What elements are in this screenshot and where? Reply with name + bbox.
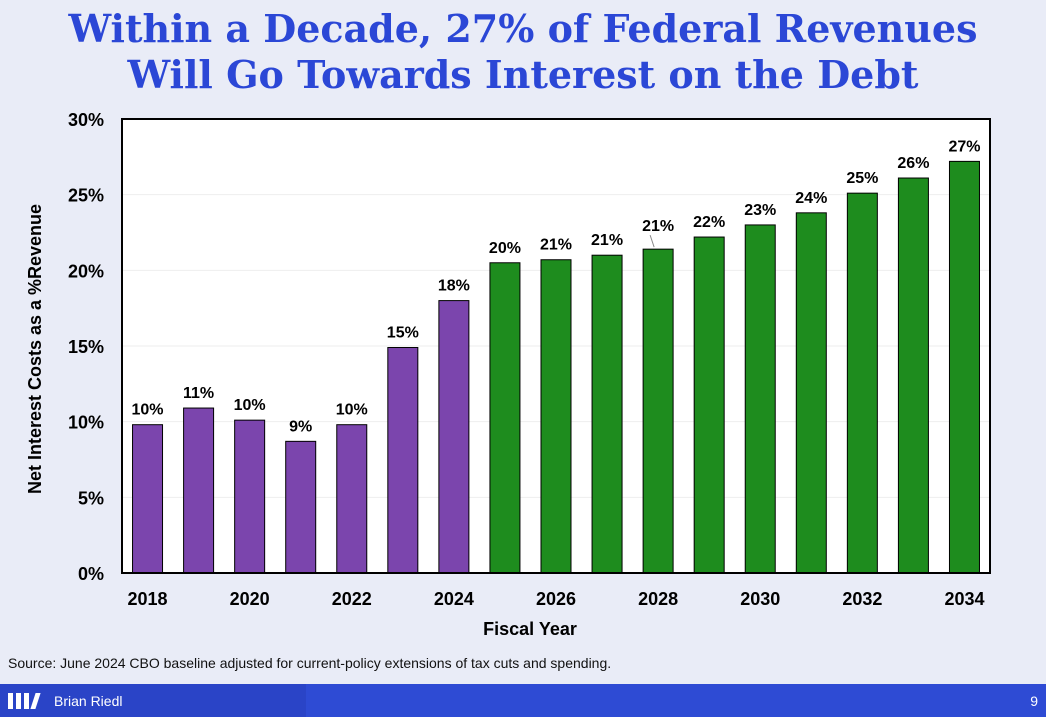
x-tick-label: 2034 <box>944 589 984 609</box>
bar <box>948 160 980 574</box>
data-label: 25% <box>846 170 878 187</box>
data-label: 10% <box>132 402 164 419</box>
bar <box>795 212 827 574</box>
source-note: Source: June 2024 CBO baseline adjusted … <box>8 655 612 671</box>
y-axis-title: Net Interest Costs as a %Revenue <box>25 204 45 494</box>
bar <box>336 424 368 574</box>
bar <box>489 262 521 574</box>
x-tick-label: 2018 <box>128 589 168 609</box>
x-tick-label: 2022 <box>332 589 372 609</box>
bar <box>744 224 776 574</box>
y-tick-label: 15% <box>68 337 104 357</box>
y-tick-label: 10% <box>68 413 104 433</box>
bar <box>642 248 674 574</box>
footer-right-panel <box>306 684 1046 717</box>
y-tick-label: 0% <box>78 564 104 584</box>
footer-bar: Brian Riedl 9 <box>0 684 1046 717</box>
data-label: 18% <box>438 278 470 295</box>
bar <box>438 300 470 574</box>
bar <box>540 259 572 574</box>
chart-title: Within a Decade, 27% of Federal Revenues… <box>0 6 1046 98</box>
bar <box>285 440 317 574</box>
data-label: 27% <box>948 138 980 155</box>
data-label: 22% <box>693 214 725 231</box>
x-axis-title: Fiscal Year <box>483 619 577 639</box>
y-tick-label: 30% <box>68 110 104 130</box>
y-tick-label: 20% <box>68 261 104 281</box>
data-label: 10% <box>336 402 368 419</box>
page-number: 9 <box>1030 693 1038 709</box>
data-label: 21% <box>540 237 572 254</box>
bar <box>387 347 419 574</box>
x-tick-label: 2030 <box>740 589 780 609</box>
data-label: 9% <box>289 418 312 435</box>
bar <box>591 254 623 574</box>
y-tick-label: 25% <box>68 186 104 206</box>
y-tick-label: 5% <box>78 488 104 508</box>
bar <box>132 424 164 574</box>
data-label-leader <box>649 234 655 248</box>
bar <box>183 407 215 574</box>
data-label: 20% <box>489 240 521 257</box>
bar <box>846 192 878 574</box>
author-name: Brian Riedl <box>54 693 123 709</box>
data-label: 15% <box>387 325 419 342</box>
logo-icon <box>8 693 48 709</box>
data-label: 21% <box>642 218 674 235</box>
data-label: 21% <box>591 232 623 249</box>
data-label: 23% <box>744 202 776 219</box>
x-tick-label: 2026 <box>536 589 576 609</box>
x-tick-label: 2028 <box>638 589 678 609</box>
x-tick-label: 2020 <box>230 589 270 609</box>
title-line-1: Within a Decade, 27% of Federal Revenues <box>68 6 978 51</box>
data-label: 11% <box>183 385 214 402</box>
bar <box>693 236 725 574</box>
plot-border <box>121 118 991 574</box>
data-label: 10% <box>234 397 266 414</box>
x-tick-label: 2032 <box>842 589 882 609</box>
bar-chart: 0% 5% 10% 15% 20% 25% 30% 10% 2018 11% 10% 2020 9% 10… <box>25 110 991 639</box>
data-label: 26% <box>897 155 929 172</box>
x-tick-label: 2024 <box>434 589 474 609</box>
title-line-2: Will Go Towards Interest on the Debt <box>127 52 919 97</box>
bar <box>234 419 266 574</box>
data-label: 24% <box>795 190 827 207</box>
bar <box>897 177 929 574</box>
